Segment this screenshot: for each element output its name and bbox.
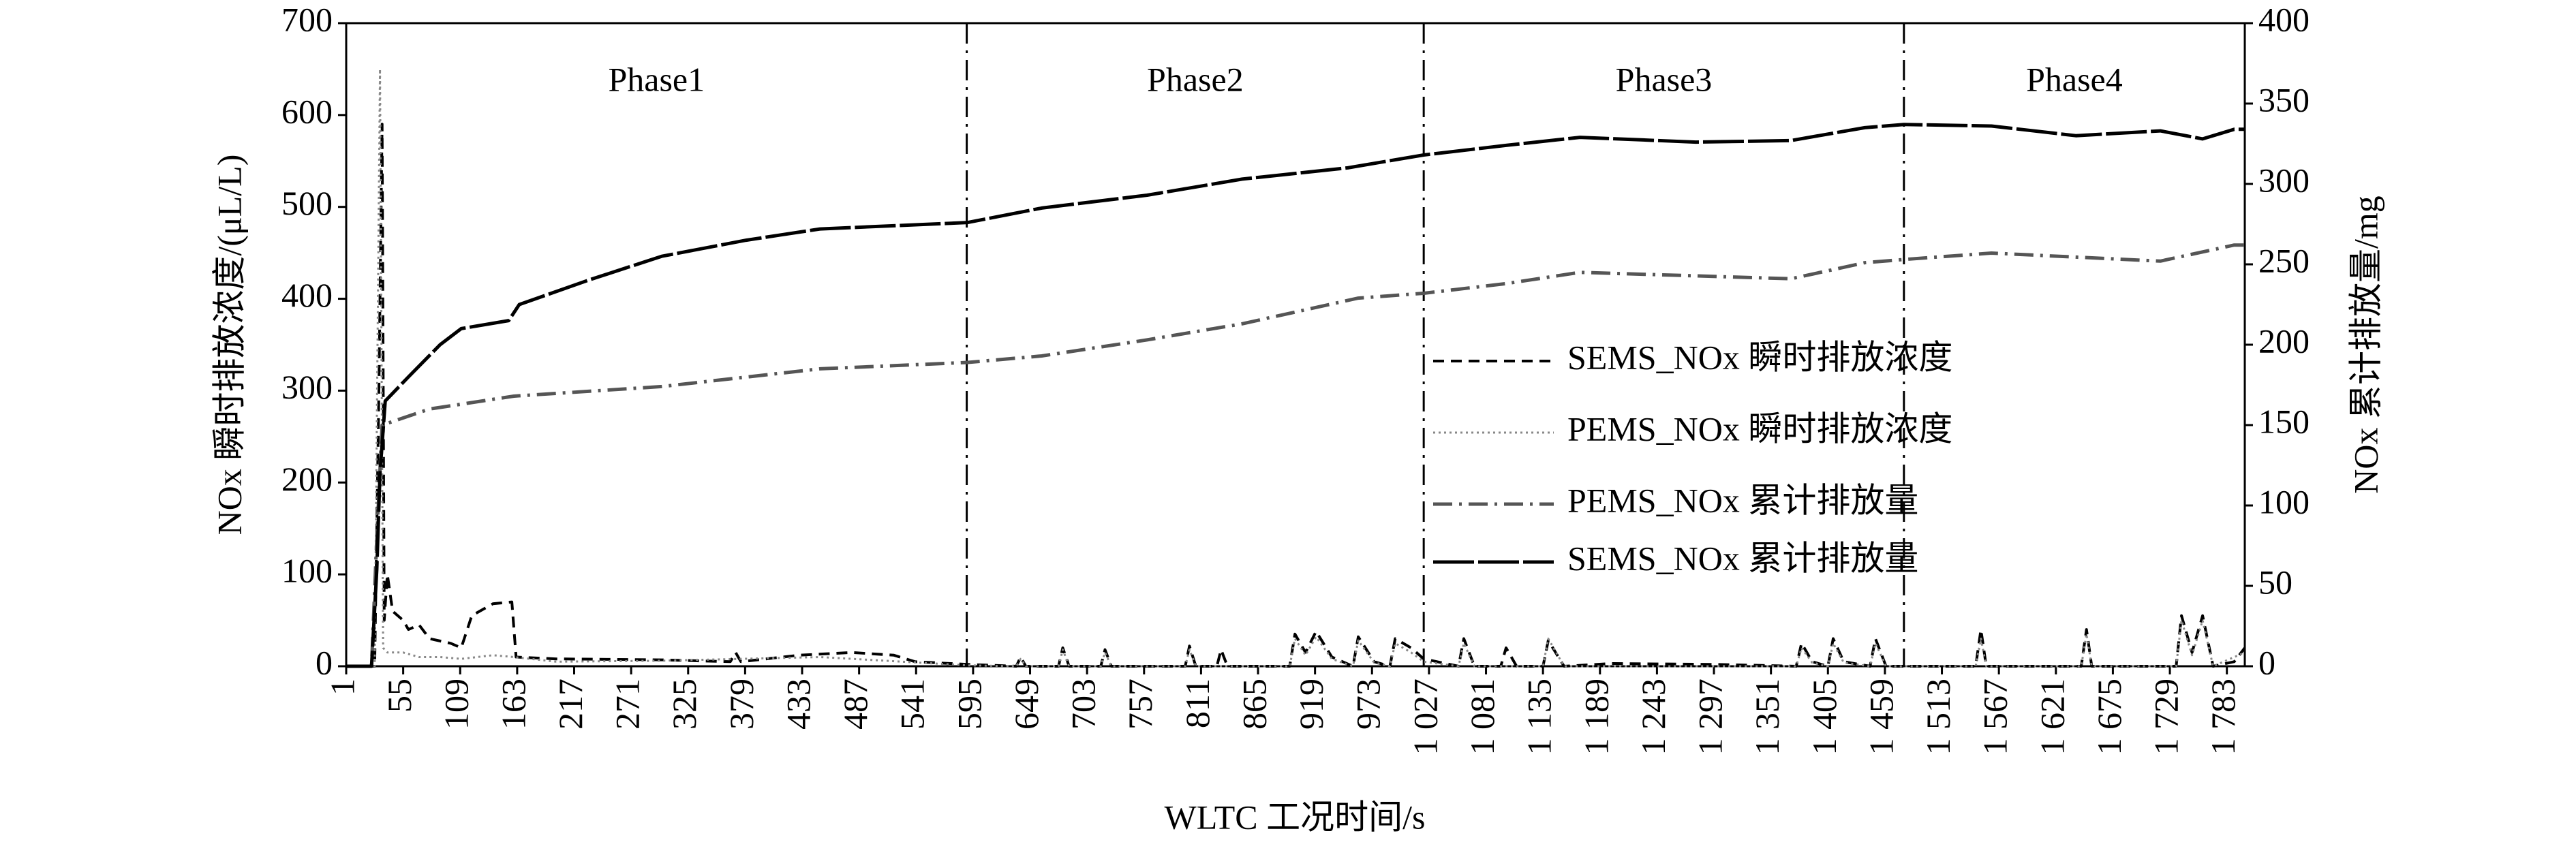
x-tick-label: 757: [1121, 679, 1159, 730]
y2-tick-label: 50: [2258, 563, 2293, 601]
series-line: [346, 67, 2245, 668]
y-tick-label: 700: [281, 0, 333, 38]
x-tick-label: 325: [665, 679, 703, 730]
x-tick-label: 487: [836, 679, 874, 730]
x-tick-label: 919: [1292, 679, 1330, 730]
x-tick-label: 1 513: [1919, 679, 1957, 755]
x-tick-label: 1 189: [1577, 679, 1615, 755]
y2-tick-label: 0: [2258, 643, 2275, 681]
y-tick-label: 100: [281, 552, 333, 590]
y2-tick-label: 400: [2258, 0, 2310, 38]
x-tick-label: 649: [1007, 679, 1045, 730]
x-tick-label: 1 567: [1976, 679, 2014, 755]
y2-tick-label: 150: [2258, 402, 2310, 440]
legend-label: SEMS_NOx 瞬时排放浓度: [1567, 338, 1952, 376]
x-tick-label: 55: [380, 679, 418, 713]
y-tick-label: 200: [281, 460, 333, 498]
y2-tick-label: 200: [2258, 322, 2310, 360]
series-line: [346, 123, 2246, 668]
plot-frame: [345, 22, 2246, 668]
x-tick-label: 1 243: [1634, 679, 1672, 755]
y2-tick-label: 350: [2258, 80, 2310, 119]
series-line: [346, 243, 2245, 668]
x-tick-label: 1 297: [1691, 679, 1730, 755]
y-tick-label: 400: [281, 276, 333, 314]
x-tick-label: 271: [609, 679, 647, 730]
legend-label: PEMS_NOx 累计排放量: [1567, 481, 1918, 519]
x-tick-label: 217: [551, 679, 589, 730]
y2-tick-label: 300: [2258, 161, 2310, 199]
y-tick-label: 300: [281, 368, 333, 406]
phase-label: Phase4: [2026, 60, 2123, 98]
y-tick-label: 0: [316, 643, 333, 681]
x-tick-label: 1 459: [1862, 679, 1900, 755]
x-tick-label: 1 675: [2090, 679, 2128, 755]
phase-label: Phase1: [608, 60, 705, 98]
x-tick-label: 1: [323, 679, 361, 696]
series-line: [346, 123, 2245, 668]
x-tick-label: 865: [1235, 679, 1273, 730]
x-tick-label: 109: [438, 679, 476, 730]
y-tick-label: 600: [281, 92, 333, 130]
x-tick-label: 1 783: [2204, 679, 2242, 755]
y2-axis-title: NOx 累计排放量/mg: [2346, 196, 2385, 494]
x-tick-label: 1 729: [2147, 679, 2186, 755]
legend-label: PEMS_NOx 瞬时排放浓度: [1567, 409, 1952, 448]
phase-label: Phase3: [1616, 60, 1713, 98]
x-tick-label: 811: [1178, 679, 1216, 728]
x-tick-label: 1 081: [1463, 679, 1501, 755]
y2-tick-label: 100: [2258, 482, 2310, 520]
y2-tick-label: 250: [2258, 241, 2310, 279]
x-tick-label: 973: [1349, 679, 1387, 730]
x-tick-label: 541: [893, 679, 932, 730]
x-tick-label: 163: [494, 679, 532, 730]
x-tick-label: 1 621: [2033, 679, 2071, 755]
y-axis-title: NOx 瞬时排放浓度/(μL/L): [210, 155, 248, 535]
phase-label: Phase2: [1147, 60, 1244, 98]
legend-label: SEMS_NOx 累计排放量: [1567, 539, 1918, 577]
x-tick-label: 595: [950, 679, 988, 730]
x-tick-label: 1 135: [1520, 679, 1559, 755]
x-tick-label: 1 405: [1805, 679, 1843, 755]
y-tick-label: 500: [281, 184, 333, 222]
x-tick-label: 703: [1064, 679, 1103, 730]
x-tick-label: 433: [779, 679, 817, 730]
x-tick-label: 1 027: [1406, 679, 1444, 755]
x-axis-title: WLTC 工况时间/s: [1165, 798, 1426, 836]
x-tick-label: 379: [722, 679, 761, 730]
x-tick-label: 1 351: [1748, 679, 1786, 755]
